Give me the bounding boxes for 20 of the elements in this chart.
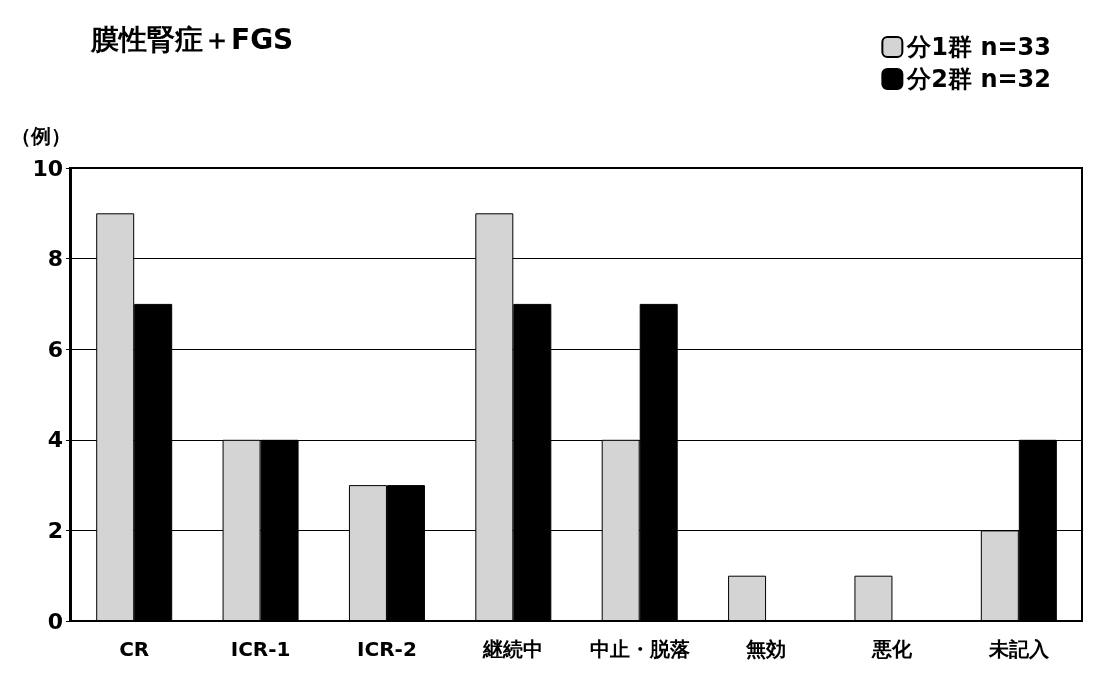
y-tick-label: 8 [47,246,63,272]
x-tick-label: 無効 [745,637,787,661]
y-tick-label: 2 [47,517,63,543]
y-tick-label: 10 [32,155,63,181]
x-tick-label: 継続中 [482,637,544,661]
y-tick-label: 0 [47,608,63,634]
x-tick-label: 悪化 [871,637,914,661]
chart-title: 膜性腎症＋FGS [90,22,294,56]
legend-label: 分2群 n=32 [906,65,1052,93]
legend-label: 分1群 n=33 [906,33,1052,61]
y-axis-title: （例） [11,124,71,148]
y-tick-label: 6 [47,336,63,362]
x-tick-label: ICR-1 [230,637,291,661]
bar [728,575,767,621]
x-tick-label: CR [119,637,150,661]
y-tick-label: 4 [47,427,63,453]
x-tick-label: 中止・脱落 [589,637,690,661]
x-tick-label: ICR-2 [357,637,417,661]
x-tick-label: 未記入 [987,637,1050,661]
bar [854,575,893,621]
